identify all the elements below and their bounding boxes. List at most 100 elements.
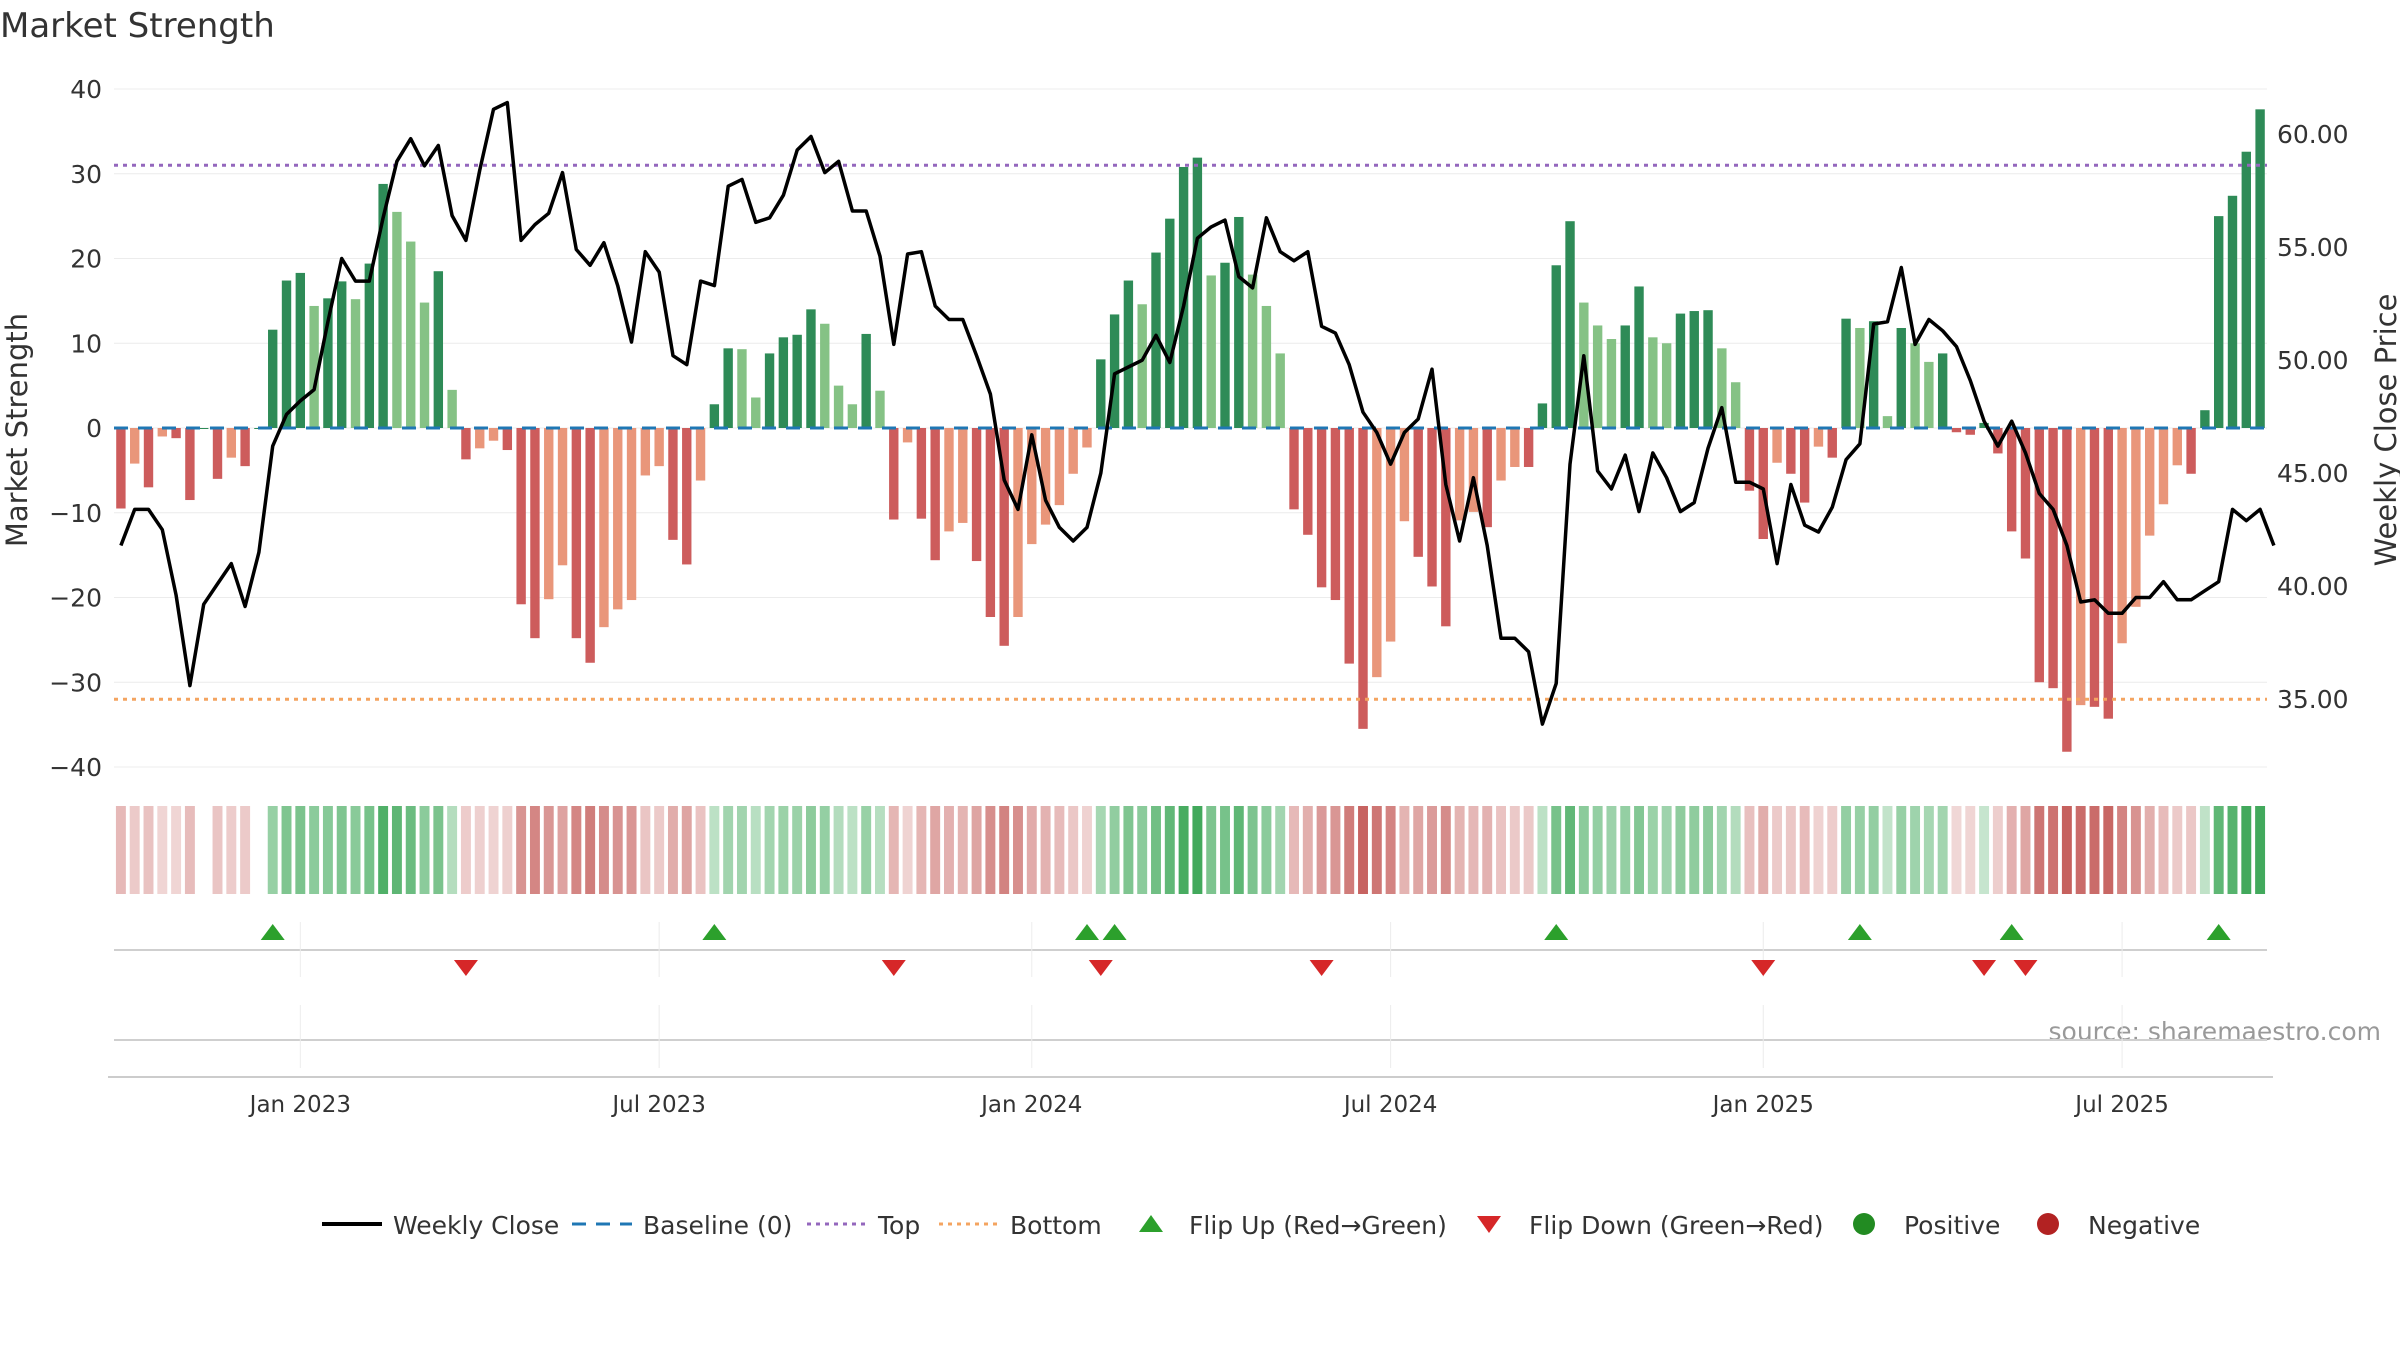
heat-cell [1137,806,1148,894]
y-tick-label: 0 [86,414,102,443]
heat-cell [902,806,913,894]
heat-cell [516,806,527,894]
y-axis-label: Market Strength [0,313,34,547]
positive-bar [1855,327,1865,428]
heat-cell [1164,806,1175,894]
positive-bar [1247,274,1258,428]
heat-cell [2241,806,2252,894]
legend-flip-up: Flip Up (Red→Green) [1189,1211,1447,1240]
legend-flip-up-marker-icon [1139,1215,1163,1232]
heat-cell [281,806,292,894]
y2-axis-ticks: 60.00 55.00 50.00 45.00 40.00 35.00 [2277,120,2349,714]
negative-bar [1054,428,1065,506]
flip-markers [114,922,2267,1068]
heat-cell [226,806,237,894]
flip-up-marker [2206,924,2231,940]
heat-cell [1592,806,1603,894]
negative-bar [143,428,154,488]
negative-bar [930,428,940,561]
negative-bar [571,428,582,639]
positive-bar [2227,195,2238,428]
heat-cell [667,806,678,894]
heat-cell [1813,806,1824,894]
negative-bar [240,428,250,467]
negative-bar [668,428,678,540]
heat-cell [1496,806,1506,894]
y-tick-label: −20 [49,584,102,613]
heat-cell [792,806,803,894]
heat-cell [1192,806,1203,894]
heat-cell [1937,806,1948,894]
negative-bar [682,428,692,565]
heat-cell [1509,806,1520,894]
y2-tick-label: 55.00 [2277,233,2349,262]
heat-cell [267,806,278,894]
negative-bar [157,428,167,437]
heat-cell [2048,806,2059,894]
positive-bar [751,397,761,428]
x-tick-label: Jul 2025 [2073,1092,2169,1118]
negative-bar [2172,428,2182,466]
positive-bar [1882,416,1893,428]
negative-bar [640,428,651,476]
heat-cell [2255,806,2266,894]
heat-cell [1454,806,1465,894]
heat-cell [1854,806,1865,894]
flip-up-marker [1999,924,2024,940]
heat-cell [1068,806,1079,894]
heat-cell [1151,806,1161,894]
heat-cell [1730,806,1741,894]
positive-bar [1868,321,1879,428]
negative-bar [1303,428,1313,535]
positive-bar [806,309,816,428]
heat-cell [529,806,540,894]
heat-cell [764,806,775,894]
heat-cell [1233,806,1244,894]
x-tick-label: Jul 2023 [610,1092,706,1118]
legend-bottom: Bottom [1010,1211,1102,1240]
heat-cell [1054,806,1065,894]
legend-top: Top [877,1211,920,1240]
heat-cell [309,806,320,894]
heat-cell [861,806,872,894]
y-tick-label: 10 [70,329,102,358]
y-tick-label: −30 [49,668,102,697]
heat-cell [1992,806,2003,894]
negative-bar [1040,428,1051,525]
positive-bar [1537,403,1548,428]
positive-bar [1096,359,1106,428]
negative-bar [2020,428,2031,559]
negative-bar [1082,428,1092,448]
negative-bar [1454,428,1465,521]
heat-cell [2117,806,2128,894]
positive-bar [447,389,457,428]
y2-tick-label: 45.00 [2277,459,2349,488]
negative-bar [1786,428,1796,474]
heat-cell [212,806,223,894]
x-tick-label: Jan 2023 [248,1092,351,1118]
positive-bar [1689,311,1699,428]
heat-cell [819,806,830,894]
chart-title: Market Strength [0,6,275,46]
positive-bar [1717,348,1727,428]
positive-bar [723,348,733,428]
negative-bar [226,428,237,458]
heat-cell [750,806,761,894]
positive-bar [1261,305,1272,428]
weekly-close-line [119,100,2276,726]
legend-negative: Negative [2088,1211,2200,1240]
heat-cell [1399,806,1410,894]
heat-cell [1468,806,1479,894]
flip-down-marker [881,960,906,976]
strength-bars [116,109,2265,752]
heat-cell [1979,806,1990,894]
heat-cell [1716,806,1727,894]
heat-cell [1620,806,1631,894]
y-tick-label: −10 [49,499,102,528]
heat-cell [598,806,609,894]
heat-cell [391,806,402,894]
heat-cell [1606,806,1617,894]
negative-bar [2131,428,2141,607]
negative-bar [2034,428,2044,683]
